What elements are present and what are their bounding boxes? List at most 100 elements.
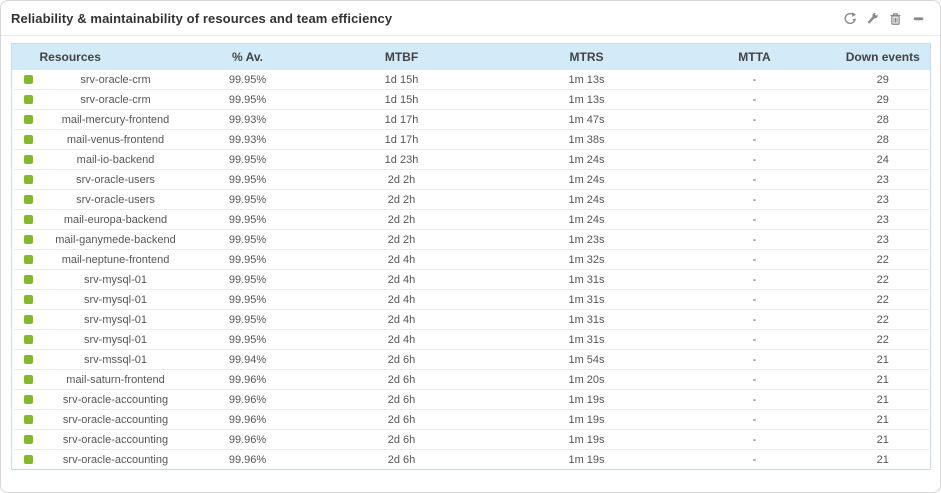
table-row: srv-mssql-01 99.94% 2d 6h 1m 54s - 21 — [11, 349, 931, 370]
status-cell — [11, 429, 40, 450]
mtta-value: - — [673, 129, 836, 150]
resource-name: mail-io-backend — [39, 149, 192, 170]
down-events-value: 21 — [835, 409, 931, 430]
status-cell — [11, 409, 40, 430]
mtta-value: - — [673, 429, 836, 450]
mtrs-value: 1m 19s — [499, 409, 674, 430]
status-cell — [11, 169, 40, 190]
status-ok-icon — [24, 255, 34, 265]
down-events-value: 21 — [835, 349, 931, 370]
table-row: srv-mysql-01 99.95% 2d 4h 1m 31s - 22 — [11, 309, 931, 330]
resource-name: srv-oracle-accounting — [39, 389, 192, 410]
widget-header: Reliability & maintainability of resourc… — [1, 1, 940, 36]
availability-value: 99.96% — [191, 429, 304, 450]
status-ok-icon — [24, 275, 34, 285]
table-body: srv-oracle-crm 99.95% 1d 15h 1m 13s - 29… — [11, 70, 931, 470]
status-cell — [12, 70, 40, 90]
availability-value: 99.95% — [191, 269, 304, 290]
wrench-icon[interactable] — [864, 10, 880, 26]
mtrs-value: 1m 31s — [499, 269, 674, 290]
mtbf-value: 2d 4h — [303, 309, 500, 330]
mtbf-value: 1d 17h — [303, 129, 500, 150]
minimize-icon[interactable] — [910, 10, 926, 26]
availability-value: 99.95% — [191, 209, 304, 230]
column-header-mtbf: MTBF — [303, 43, 500, 70]
status-ok-icon — [24, 455, 34, 465]
mtta-value: - — [673, 269, 836, 290]
column-header-mtrs: MTRS — [499, 43, 674, 70]
mtbf-value: 1d 23h — [303, 149, 500, 170]
down-events-value: 22 — [835, 329, 931, 350]
availability-value: 99.95% — [191, 329, 304, 350]
status-ok-icon — [24, 395, 34, 405]
availability-value: 99.95% — [191, 309, 304, 330]
status-ok-icon — [24, 135, 34, 145]
status-cell — [11, 449, 40, 470]
mtta-value: - — [752, 73, 757, 86]
status-cell — [11, 309, 40, 330]
mtta-value: - — [673, 89, 836, 110]
refresh-icon[interactable] — [841, 10, 857, 26]
status-cell — [11, 109, 40, 130]
mtrs-value: 1m 20s — [499, 369, 674, 390]
availability-value: 99.96% — [191, 369, 304, 390]
mtrs-value: 1m 13s — [499, 89, 674, 110]
mtta-value: - — [673, 189, 836, 210]
down-events-value: 23 — [835, 229, 931, 250]
availability-value: 99.93% — [191, 109, 304, 130]
widget-body: Resources % Av. MTBF MTRS MTTA Down even… — [1, 36, 940, 470]
mtbf-value: 2d 4h — [303, 289, 500, 310]
mtta-value: - — [673, 309, 836, 330]
resource-name: mail-neptune-frontend — [39, 249, 192, 270]
mtta-value: - — [673, 109, 836, 130]
status-ok-icon — [24, 375, 34, 385]
down-events-value: 23 — [835, 189, 931, 210]
mtbf-value: 2d 2h — [303, 209, 500, 230]
mtta-value: - — [673, 349, 836, 370]
resource-name: srv-mysql-01 — [39, 309, 192, 330]
mtrs-value: 1m 24s — [499, 189, 674, 210]
resource-name: srv-oracle-crm — [80, 73, 151, 86]
status-cell — [11, 349, 40, 370]
table-row: srv-oracle-users 99.95% 2d 2h 1m 24s - 2… — [11, 169, 931, 190]
availability-value: 99.95% — [228, 73, 267, 86]
availability-value: 99.95% — [191, 229, 304, 250]
column-header-resources: Resources — [39, 43, 192, 70]
availability-value: 99.96% — [191, 409, 304, 430]
down-events-value: 22 — [835, 289, 931, 310]
mtrs-value: 1m 47s — [499, 109, 674, 130]
table-row: srv-mysql-01 99.95% 2d 4h 1m 31s - 22 — [11, 289, 931, 310]
table-row: mail-mercury-frontend 99.93% 1d 17h 1m 4… — [11, 109, 931, 130]
status-ok-icon — [24, 175, 34, 185]
column-header-mtta: MTTA — [673, 43, 836, 70]
table-row: srv-oracle-accounting 99.96% 2d 6h 1m 19… — [11, 409, 931, 430]
mtta-value: - — [673, 229, 836, 250]
mtrs-value: 1m 24s — [499, 209, 674, 230]
table-row: srv-oracle-accounting 99.96% 2d 6h 1m 19… — [11, 449, 931, 470]
down-events-value: 29 — [876, 73, 889, 86]
resource-name: srv-mysql-01 — [39, 289, 192, 310]
resource-name: srv-oracle-accounting — [39, 449, 192, 470]
mtta-value: - — [673, 149, 836, 170]
table-row: srv-oracle-accounting 99.96% 2d 6h 1m 19… — [11, 389, 931, 410]
trash-icon[interactable] — [887, 10, 903, 26]
availability-value: 99.95% — [191, 149, 304, 170]
resource-name: srv-mysql-01 — [39, 269, 192, 290]
mtbf-value: 2d 2h — [303, 229, 500, 250]
status-ok-icon — [24, 415, 34, 425]
down-events-value: 24 — [835, 149, 931, 170]
status-cell — [11, 269, 40, 290]
status-ok-icon — [24, 75, 34, 85]
status-ok-icon — [24, 295, 34, 305]
availability-value: 99.95% — [191, 249, 304, 270]
table-row: mail-io-backend 99.95% 1d 23h 1m 24s - 2… — [11, 149, 931, 170]
mtta-value: - — [673, 209, 836, 230]
table-row: mail-ganymede-backend 99.95% 2d 2h 1m 23… — [11, 229, 931, 250]
mtbf-value: 2d 6h — [303, 449, 500, 470]
mtta-value: - — [673, 409, 836, 430]
mtbf-value: 2d 4h — [303, 269, 500, 290]
status-ok-icon — [24, 335, 34, 345]
mtbf-value: 1d 15h — [303, 89, 500, 110]
